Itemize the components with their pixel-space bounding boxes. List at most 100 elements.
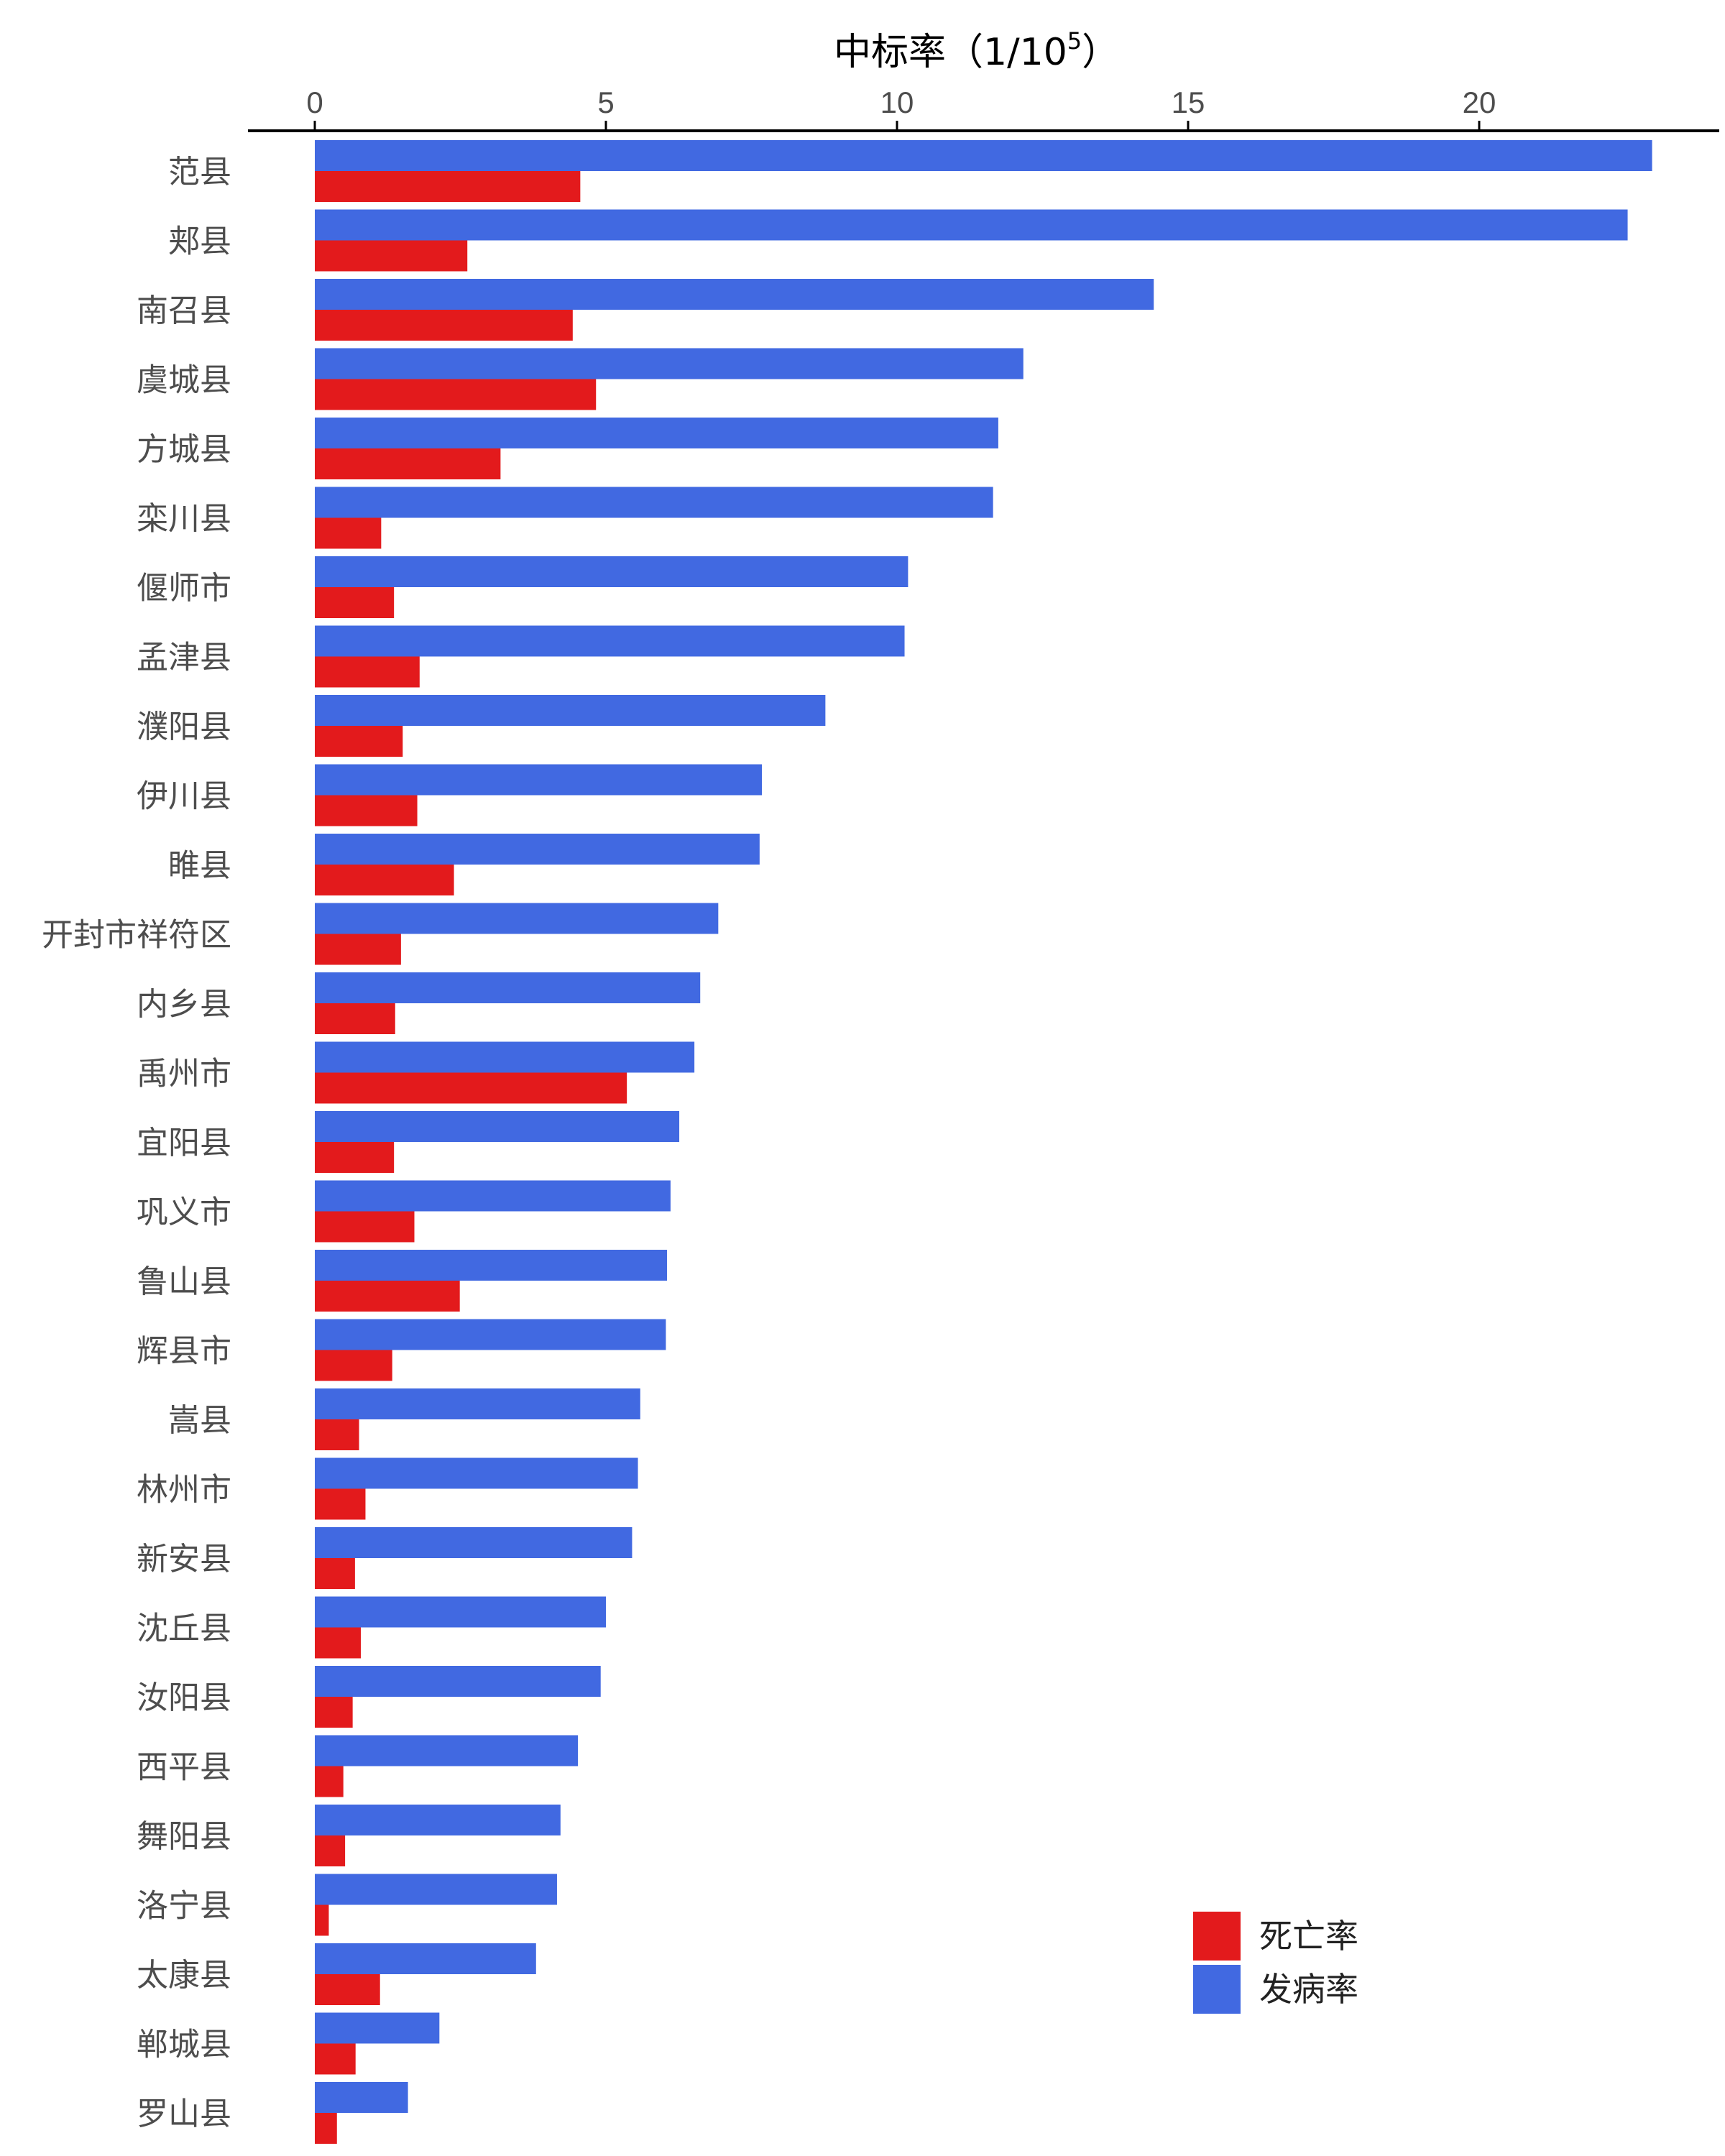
x-tick-label: 0 (306, 86, 323, 119)
category-label: 伊川县 (137, 778, 231, 815)
bar-incidence (315, 279, 1154, 310)
category-label: 宜阳县 (137, 1125, 231, 1161)
bar-incidence (315, 348, 1024, 379)
bar-mortality (315, 517, 382, 549)
category-label: 嵩县 (168, 1402, 231, 1439)
bar-mortality (315, 1558, 355, 1589)
category-label: 沈丘县 (137, 1611, 231, 1647)
bar-mortality (315, 1766, 344, 1797)
bar-incidence (315, 140, 1652, 171)
category-label: 舞阳县 (137, 1818, 231, 1855)
bar-incidence (315, 764, 763, 796)
x-tick-label: 15 (1172, 86, 1205, 119)
bar-incidence (315, 418, 998, 448)
x-tick-label: 10 (880, 86, 914, 119)
bar-mortality (315, 795, 418, 826)
bar-incidence (315, 487, 993, 518)
bar-mortality (315, 934, 401, 965)
bars-group (315, 140, 1652, 2144)
bar-incidence (315, 1111, 680, 1142)
category-label: 禹州市 (137, 1056, 231, 1092)
category-label: 方城县 (137, 431, 231, 468)
category-label: 汝阳县 (137, 1680, 231, 1716)
bar-incidence (315, 556, 908, 587)
category-label: 辉县市 (137, 1333, 231, 1370)
bar-mortality (315, 1003, 395, 1034)
bar-mortality (315, 1697, 353, 1728)
category-label: 范县 (168, 154, 231, 190)
category-label: 偃师市 (137, 570, 231, 607)
bar-incidence (315, 834, 760, 865)
bar-mortality (315, 448, 501, 479)
category-label: 郸城县 (137, 2027, 231, 2063)
bar-incidence (315, 1943, 536, 1974)
category-label: 洛宁县 (137, 1888, 231, 1925)
category-label: 濮阳县 (137, 709, 231, 745)
bar-mortality (315, 2113, 337, 2144)
category-label: 睢县 (168, 847, 231, 884)
x-axis-title-main: 中标率（1/10 (834, 31, 1067, 74)
category-label: 西平县 (137, 1749, 231, 1786)
bar-incidence (315, 1596, 606, 1628)
bar-incidence (315, 1666, 601, 1697)
x-axis-title: 中标率（1/105） (834, 27, 1119, 74)
bar-incidence (315, 1319, 666, 1350)
bar-mortality (315, 240, 468, 272)
category-label: 郏县 (168, 224, 231, 260)
bar-incidence (315, 1250, 668, 1281)
bar-mortality (315, 587, 395, 618)
bar-mortality (315, 865, 454, 895)
bar-mortality (315, 1627, 361, 1659)
bar-mortality (315, 1281, 460, 1312)
bar-mortality (315, 1835, 346, 1866)
bar-incidence (315, 1805, 561, 1835)
category-label: 虞城县 (137, 362, 231, 399)
category-label: 新安县 (137, 1541, 231, 1577)
category-label: 南召县 (137, 292, 231, 329)
category-label: 栾川县 (137, 501, 231, 538)
bar-mortality (315, 171, 581, 202)
legend-swatch (1193, 1912, 1241, 1961)
bar-incidence (315, 903, 719, 934)
x-axis-ticks: 0 5 10 15 20 (306, 86, 1496, 131)
legend-label: 发病率 (1259, 1970, 1358, 2009)
bar-mortality (315, 1488, 366, 1520)
bar-mortality (315, 1419, 359, 1450)
bar-incidence (315, 1388, 640, 1419)
bar-incidence (315, 2012, 440, 2044)
bar-incidence (315, 1041, 695, 1073)
bar-incidence (315, 1735, 579, 1766)
bar-mortality (315, 2043, 356, 2075)
bar-incidence (315, 209, 1628, 241)
legend-label: 死亡率 (1259, 1917, 1358, 1955)
bar-incidence (315, 1527, 632, 1558)
bar-mortality (315, 1211, 415, 1243)
x-axis-title-sup: 5 (1067, 27, 1082, 55)
legend-swatch (1193, 1965, 1241, 2014)
x-tick-label: 5 (597, 86, 614, 119)
bar-incidence (315, 1180, 671, 1212)
x-tick-label: 20 (1463, 86, 1496, 119)
bar-incidence (315, 972, 701, 1003)
bar-mortality (315, 310, 573, 341)
category-label: 罗山县 (137, 2096, 231, 2132)
bar-incidence (315, 625, 905, 657)
bar-incidence (315, 695, 826, 726)
bar-mortality (315, 1142, 395, 1173)
bar-mortality (315, 656, 420, 688)
bar-mortality (315, 1904, 329, 1936)
category-label: 太康县 (137, 1957, 231, 1994)
category-label: 巩义市 (137, 1194, 231, 1231)
category-label: 林州市 (137, 1472, 231, 1508)
bar-incidence (315, 1457, 638, 1489)
category-label: 孟津县 (137, 640, 231, 676)
bar-incidence (315, 1874, 557, 1905)
bar-mortality (315, 379, 597, 410)
bar-mortality (315, 726, 403, 757)
bar-mortality (315, 1072, 627, 1104)
x-axis-title-suffix: ） (1082, 31, 1119, 74)
bar-mortality (315, 1974, 380, 2005)
bar-incidence (315, 2082, 408, 2113)
category-label: 内乡县 (137, 986, 231, 1023)
